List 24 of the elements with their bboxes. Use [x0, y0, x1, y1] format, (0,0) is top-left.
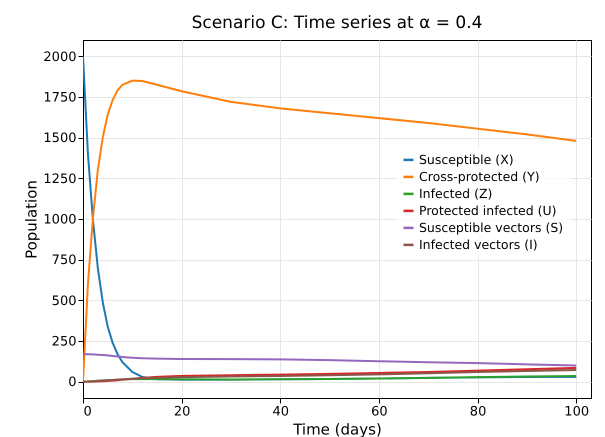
- x-tick-label: 60: [371, 404, 388, 420]
- y-tick-label: 500: [52, 294, 76, 309]
- x-tick-label: 0: [84, 404, 92, 420]
- legend-label: Susceptible (X): [419, 152, 514, 167]
- y-tick-label: 750: [52, 253, 76, 268]
- legend-label: Protected infected (U): [419, 202, 557, 218]
- y-tick-label: 1000: [43, 212, 76, 228]
- y-tick-label: 1750: [43, 90, 76, 106]
- y-tick-label: 0: [68, 375, 76, 390]
- line-series: [83, 353, 578, 366]
- y-tick-label: 1500: [43, 131, 76, 146]
- legend-label: Infected (Z): [419, 186, 492, 201]
- x-tick-label: 20: [174, 404, 190, 420]
- chart-title: Scenario C: Time series at α = 0.4: [192, 13, 482, 33]
- x-tick-label: 100: [564, 404, 590, 420]
- y-tick-label: 1250: [43, 172, 76, 187]
- legend-label: Susceptible vectors (S): [419, 220, 564, 235]
- x-tick-label: 40: [272, 404, 290, 420]
- y-axis-title: Population: [22, 180, 40, 259]
- y-tick-label: 2000: [43, 50, 76, 65]
- x-tick-label: 80: [470, 404, 486, 420]
- legend-label: Cross-protected (Y): [419, 168, 540, 184]
- y-tick-label: 250: [52, 334, 76, 350]
- legend-label: Infected vectors (I): [419, 236, 538, 252]
